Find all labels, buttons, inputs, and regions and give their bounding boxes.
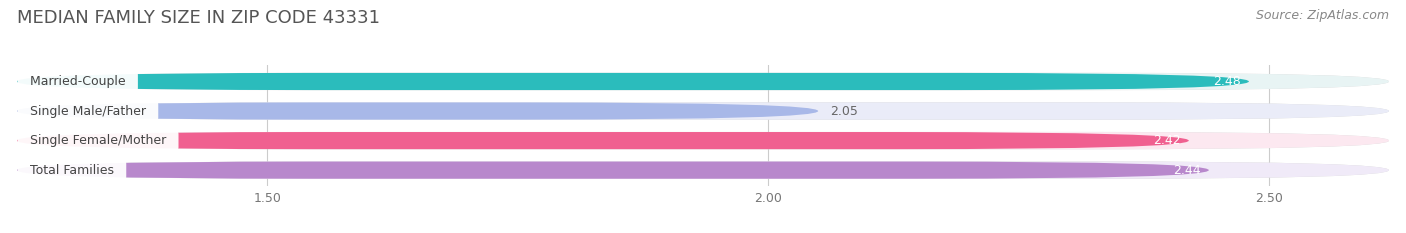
Text: 2.48: 2.48 xyxy=(1213,75,1241,88)
FancyBboxPatch shape xyxy=(17,161,1209,179)
Text: Single Female/Mother: Single Female/Mother xyxy=(22,134,174,147)
Text: 2.44: 2.44 xyxy=(1173,164,1201,177)
FancyBboxPatch shape xyxy=(17,103,1389,120)
FancyBboxPatch shape xyxy=(17,161,1389,179)
FancyBboxPatch shape xyxy=(17,73,1249,90)
FancyBboxPatch shape xyxy=(17,73,1389,90)
Text: Total Families: Total Families xyxy=(22,164,122,177)
Text: 2.05: 2.05 xyxy=(830,105,858,117)
FancyBboxPatch shape xyxy=(17,73,1389,90)
FancyBboxPatch shape xyxy=(17,102,1389,120)
FancyBboxPatch shape xyxy=(17,103,818,120)
FancyBboxPatch shape xyxy=(17,132,1389,149)
Text: MEDIAN FAMILY SIZE IN ZIP CODE 43331: MEDIAN FAMILY SIZE IN ZIP CODE 43331 xyxy=(17,9,380,27)
FancyBboxPatch shape xyxy=(17,132,1189,149)
Text: 2.42: 2.42 xyxy=(1153,134,1181,147)
Text: Source: ZipAtlas.com: Source: ZipAtlas.com xyxy=(1256,9,1389,22)
Text: Single Male/Father: Single Male/Father xyxy=(22,105,153,117)
Text: Married-Couple: Married-Couple xyxy=(22,75,134,88)
FancyBboxPatch shape xyxy=(17,132,1389,149)
FancyBboxPatch shape xyxy=(17,161,1389,179)
